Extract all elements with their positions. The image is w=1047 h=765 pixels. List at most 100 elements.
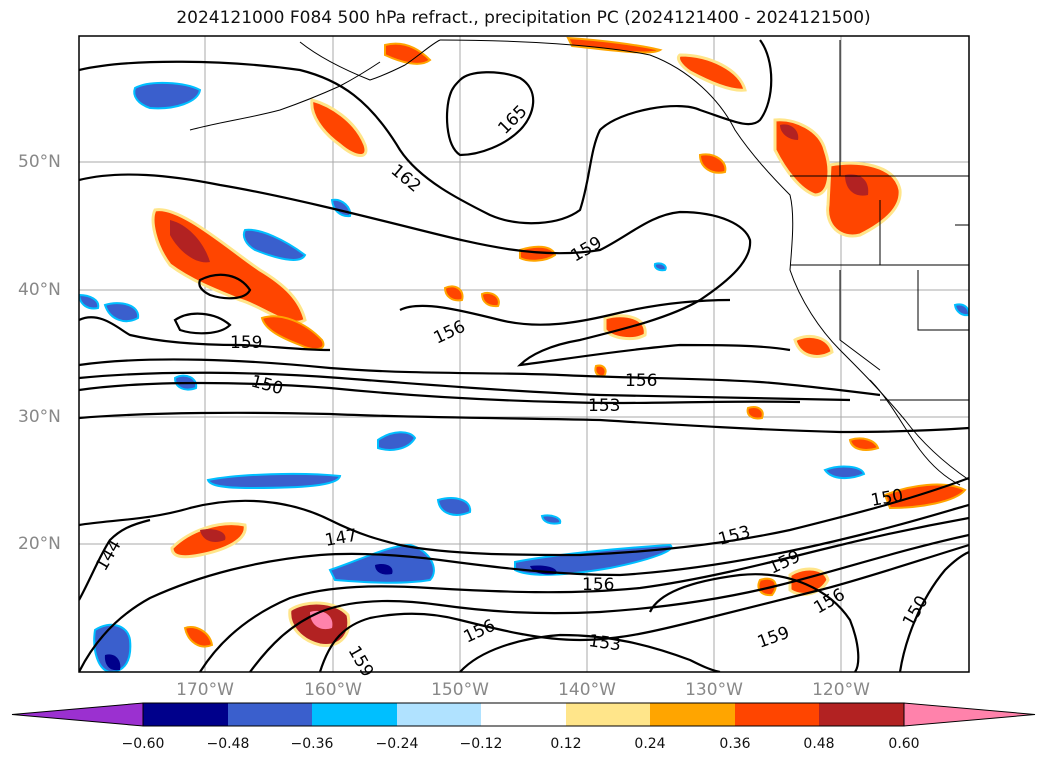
precip-blob — [170, 220, 210, 263]
precip-blob — [480, 292, 500, 308]
contour-150-east — [898, 550, 969, 672]
contour-153-low — [459, 633, 721, 672]
contour-loop — [198, 273, 252, 300]
precip-blob — [883, 483, 967, 510]
colorbar-tick: −0.12 — [459, 736, 503, 752]
precip-blob — [519, 245, 557, 262]
precip-blob — [104, 654, 121, 671]
colorbar-tick: −0.48 — [206, 736, 250, 752]
precip-blob — [653, 262, 667, 272]
contour-label: 156 — [582, 575, 614, 595]
colorbar-min-arrow — [11, 702, 144, 727]
colorbar-tick: 0.12 — [550, 736, 582, 752]
precip-negative-areas — [79, 81, 969, 672]
precip-blob — [443, 285, 464, 302]
contour-label: 153 — [587, 631, 622, 655]
contour-label: 153 — [588, 396, 620, 416]
colorbar-tick: 0.60 — [888, 736, 920, 752]
state-border — [839, 270, 881, 371]
precip-blob — [310, 98, 368, 157]
colorbar — [11, 702, 1036, 727]
contour-156-north — [399, 298, 731, 326]
contour-150 — [79, 381, 801, 405]
colorbar-tick: −0.24 — [375, 736, 419, 752]
precip-blob — [103, 302, 140, 323]
contour-147 — [79, 476, 969, 557]
precip-blob — [79, 293, 100, 310]
precip-blob — [436, 497, 472, 516]
contour-156-mid — [79, 358, 881, 397]
baja-coast — [869, 379, 961, 486]
contour-loop — [173, 312, 232, 335]
lon-label: 130°W — [685, 680, 743, 700]
map-title: 2024121000 F084 500 hPa refract., precip… — [176, 8, 871, 28]
north-america-coast — [439, 39, 969, 481]
contour-165 — [445, 71, 535, 157]
precip-blob — [206, 472, 342, 490]
alaska-coast — [299, 39, 441, 81]
aleutian-islands — [189, 61, 381, 131]
contour-144 — [79, 518, 151, 601]
precip-blob — [375, 564, 393, 575]
contour-162 — [79, 39, 773, 225]
colorbar-segment — [228, 703, 312, 726]
colorbar-segment — [143, 703, 228, 726]
precip-blob — [260, 315, 325, 351]
contour-label: 159 — [230, 333, 262, 353]
contour-156-south — [249, 533, 969, 672]
colorbar-max-arrow — [903, 702, 1036, 727]
precip-blob — [310, 610, 333, 630]
precip-blob — [183, 626, 214, 648]
state-border — [917, 270, 969, 331]
lat-label: 20°N — [18, 534, 61, 554]
precip-blob — [793, 335, 834, 358]
contour-main-30 — [79, 411, 969, 434]
contour-159-west — [79, 316, 331, 352]
lat-label: 40°N — [18, 280, 61, 300]
contour-153-south — [199, 516, 969, 672]
precip-blob — [757, 577, 777, 597]
precip-blob — [540, 514, 562, 525]
precip-blob — [676, 53, 747, 92]
precip-blob — [566, 36, 663, 54]
precip-blob — [848, 437, 880, 451]
colorbar-segment — [735, 703, 819, 726]
contour-156-low — [648, 573, 860, 672]
lon-label: 140°W — [558, 680, 616, 700]
lon-label: 150°W — [431, 680, 489, 700]
colorbar-segment — [312, 703, 397, 726]
lon-label: 160°W — [304, 680, 362, 700]
precip-positive-areas — [151, 36, 967, 648]
precip-blob — [780, 124, 799, 140]
precip-blob — [823, 465, 866, 480]
colorbar-tick: 0.36 — [719, 736, 751, 752]
colorbar-segment — [397, 703, 481, 726]
precip-blob — [953, 303, 969, 317]
precip-blob — [242, 228, 307, 261]
contour-label: 156 — [625, 371, 657, 391]
precip-blob — [603, 314, 647, 341]
contour-159-north — [79, 173, 791, 367]
contour-159-south — [318, 543, 969, 672]
lat-label: 30°N — [18, 407, 61, 427]
refractivity-contours — [79, 39, 969, 672]
lat-label: 50°N — [18, 152, 61, 172]
precip-blob — [845, 174, 869, 196]
lon-label: 120°W — [812, 680, 870, 700]
precip-blob — [377, 431, 417, 451]
map-frame — [78, 35, 970, 673]
precip-blob — [746, 406, 764, 420]
precip-blob — [594, 364, 607, 378]
precip-blob — [698, 153, 727, 174]
map-background — [79, 36, 969, 672]
colorbar-tick: −0.36 — [290, 736, 334, 752]
colorbar-tick: 0.24 — [634, 736, 666, 752]
precip-blob — [200, 529, 226, 542]
contour-153 — [79, 371, 851, 402]
contour-150-south — [79, 503, 969, 672]
colorbar-tick: 0.48 — [803, 736, 835, 752]
colorbar-segment — [650, 703, 735, 726]
colorbar-segment — [566, 703, 650, 726]
precip-blob — [384, 42, 432, 65]
